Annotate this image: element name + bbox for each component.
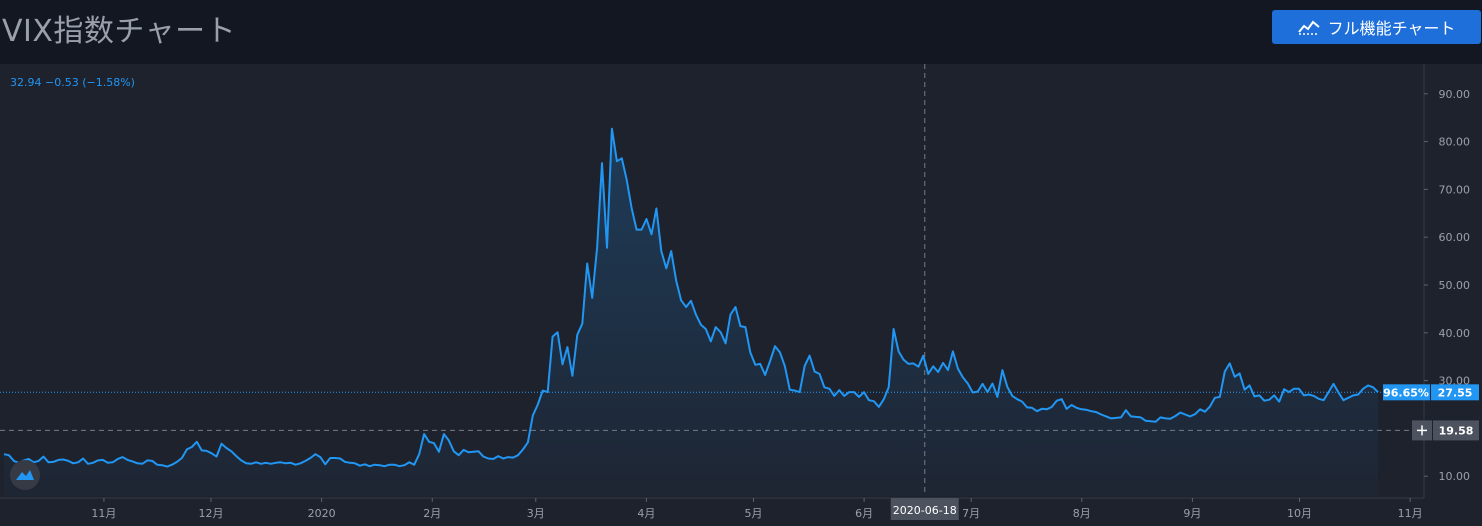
chart-svg[interactable]: 10.0020.0030.0040.0050.0060.0070.0080.00… — [0, 64, 1482, 526]
ohlc-legend: 32.94 −0.53 (−1.58%) — [10, 76, 135, 89]
last-value-label: 27.55 — [1438, 386, 1473, 399]
y-tick-label: 60.00 — [1439, 231, 1471, 244]
y-tick-label: 10.00 — [1439, 470, 1471, 483]
y-tick-label: 90.00 — [1439, 88, 1471, 101]
crosshair-date-label: 2020-06-18 — [893, 504, 957, 517]
page-title: VIX指数チャート — [2, 14, 237, 49]
y-tick-label: 80.00 — [1439, 136, 1471, 149]
full-chart-button[interactable]: フル機能チャート — [1272, 10, 1481, 44]
x-tick-label: 11月 — [91, 507, 116, 520]
tradingview-logo-icon[interactable] — [10, 460, 40, 490]
y-tick-label: 40.00 — [1439, 327, 1471, 340]
last-value-pct-bg — [1383, 384, 1430, 401]
y-tick-label: 50.00 — [1439, 279, 1471, 292]
x-tick-label: 5月 — [744, 507, 762, 520]
chart-area[interactable]: 10.0020.0030.0040.0050.0060.0070.0080.00… — [0, 64, 1482, 526]
x-tick-label: 2月 — [423, 507, 441, 520]
x-tick-label: 2020 — [308, 507, 336, 520]
x-tick-label: 8月 — [1073, 507, 1091, 520]
x-tick-label: 9月 — [1183, 507, 1201, 520]
series-line — [3, 127, 1379, 468]
x-tick-label: 12月 — [198, 507, 223, 520]
last-value-bg — [1431, 384, 1479, 401]
last-value-pct-label: 96.65% — [1383, 386, 1429, 399]
x-tick-label: 3月 — [527, 507, 545, 520]
chart-line-icon — [1297, 19, 1320, 35]
crosshair-value-label: 19.58 — [1439, 424, 1474, 437]
y-tick-label: 70.00 — [1439, 183, 1471, 196]
x-tick-label: 6月 — [855, 507, 873, 520]
crosshair-date-bg — [890, 498, 959, 520]
crosshair-value-bg — [1433, 420, 1479, 441]
x-tick-label: 7月 — [962, 507, 980, 520]
full-chart-button-label: フル機能チャート — [1327, 19, 1456, 38]
x-tick-label: 4月 — [637, 507, 655, 520]
series-area — [4, 128, 1378, 496]
x-tick-label: 11月 — [1398, 507, 1423, 520]
x-tick-label: 10月 — [1287, 507, 1312, 520]
